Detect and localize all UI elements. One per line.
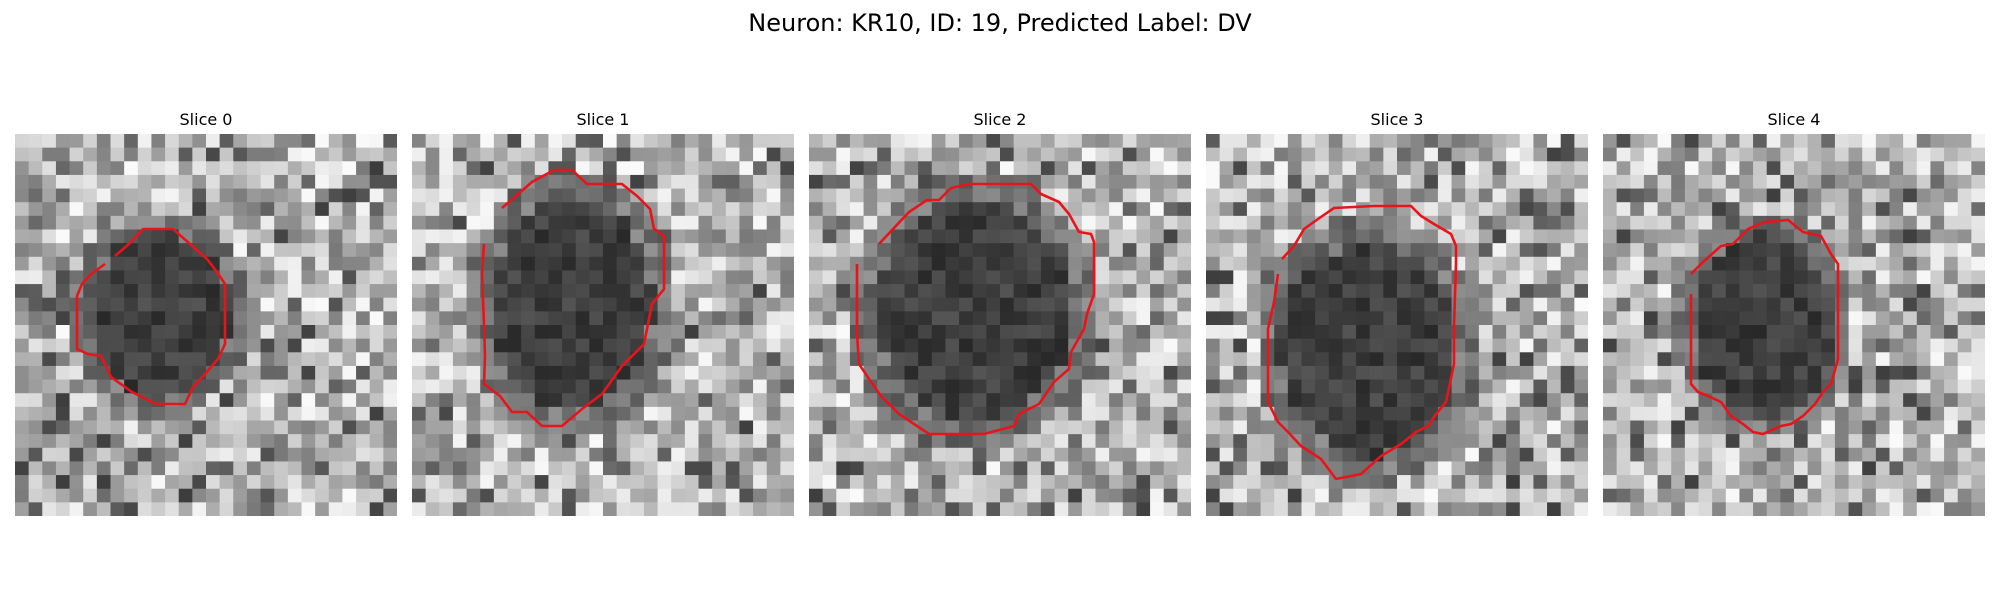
slice-image-0 [15,134,397,516]
slice-panel-0: Slice 0 [15,110,397,516]
slice-panel-3: Slice 3 [1206,110,1588,516]
roi-outline-1 [480,168,666,428]
slice-title-2: Slice 2 [973,110,1027,129]
slice-title-3: Slice 3 [1370,110,1424,129]
slice-title-0: Slice 0 [179,110,233,129]
slice-image-3 [1206,134,1588,516]
slice-image-4 [1603,134,1985,516]
slice-panel-1: Slice 1 [412,110,794,516]
figure-title: Neuron: KR10, ID: 19, Predicted Label: D… [748,9,1252,37]
roi-outline-0 [75,227,227,406]
slice-panel-4: Slice 4 [1603,110,1985,516]
slice-title-1: Slice 1 [576,110,630,129]
roi-outline-3 [1266,204,1458,481]
slice-panel-2: Slice 2 [809,110,1191,516]
slice-image-2 [809,134,1191,516]
roi-outline-2 [855,182,1096,436]
roi-outline-4 [1689,218,1840,436]
slice-image-1 [412,134,794,516]
slice-title-4: Slice 4 [1767,110,1821,129]
